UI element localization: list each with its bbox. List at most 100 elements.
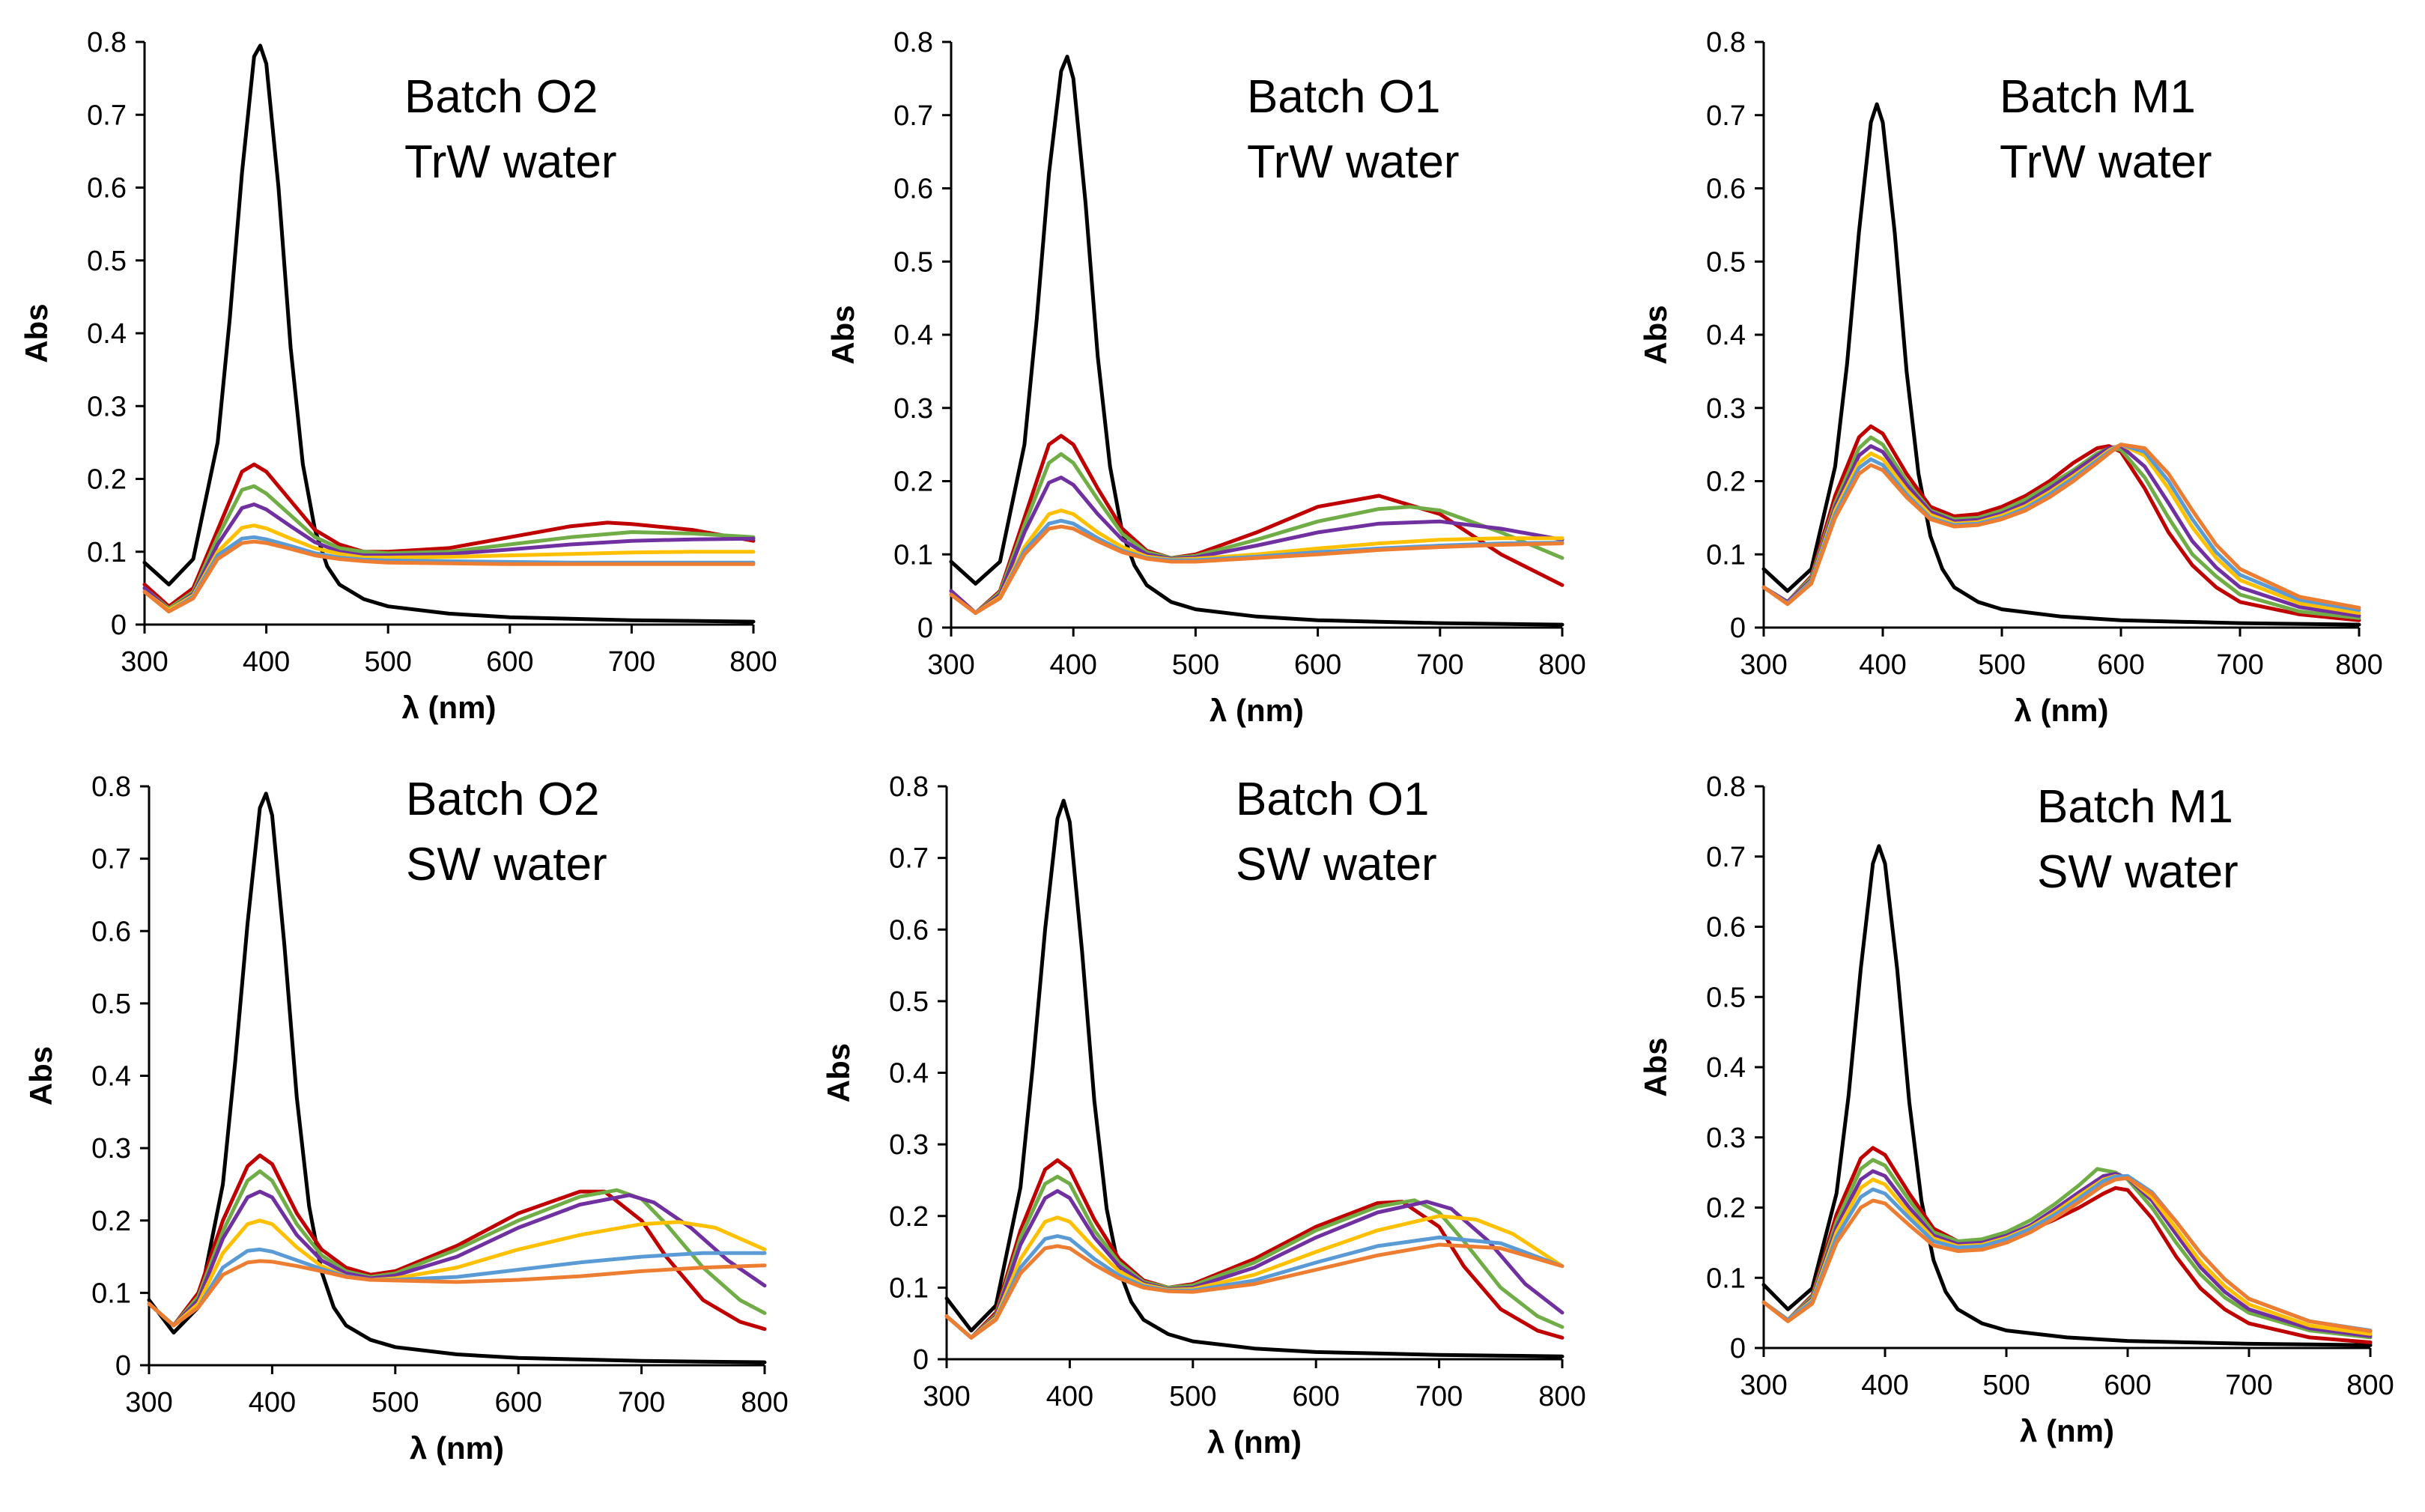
series-line-yellow bbox=[147, 1218, 767, 1328]
y-tick-label: 0.4 bbox=[1706, 1052, 1746, 1084]
x-tick-label: 500 bbox=[364, 646, 411, 678]
x-tick-label: 700 bbox=[2216, 649, 2263, 681]
chart-subtitle: SW water bbox=[1236, 839, 1437, 890]
y-tick-label: 0 bbox=[913, 1344, 929, 1376]
series-line-red bbox=[949, 434, 1564, 615]
series-line-black bbox=[147, 792, 767, 1364]
series-line-orange bbox=[1761, 1176, 2373, 1333]
series-line-red bbox=[142, 462, 756, 609]
y-tick-label: 0 bbox=[111, 610, 127, 641]
y-axis-title: Abs bbox=[1638, 1037, 1673, 1096]
series-line-orange bbox=[1761, 443, 2361, 610]
chart-subtitle: SW water bbox=[2037, 846, 2239, 898]
x-tick-label: 600 bbox=[1292, 1381, 1339, 1412]
y-tick-label: 0.7 bbox=[1706, 842, 1746, 873]
series-line-blue bbox=[1761, 443, 2361, 612]
series-line-green bbox=[1761, 435, 2361, 620]
y-tick-label: 0 bbox=[115, 1350, 131, 1382]
x-tick-label: 300 bbox=[125, 1387, 172, 1418]
chart-panel-4: 0 0.1 0.2 0.3 0.4 0.5 0.6 0.7 0.8 300 400 500 600 700… bbox=[23, 771, 789, 1466]
chart-subtitle: TrW water bbox=[404, 136, 617, 188]
x-tick-label: 600 bbox=[1294, 649, 1341, 681]
series-line-purple bbox=[1761, 444, 2361, 618]
x-tick-label: 400 bbox=[1049, 649, 1096, 681]
y-tick-label: 0.4 bbox=[889, 1058, 929, 1090]
x-axis-title: λ (nm) bbox=[1210, 693, 1304, 728]
x-tick-label: 300 bbox=[1740, 649, 1787, 681]
y-tick-label: 0.5 bbox=[893, 246, 933, 278]
x-tick-label: 800 bbox=[1538, 1381, 1585, 1412]
series-line-purple bbox=[142, 503, 756, 612]
y-tick-label: 0.5 bbox=[91, 989, 131, 1020]
series-line-orange bbox=[142, 539, 756, 613]
chart-title: Batch O1 bbox=[1247, 71, 1440, 123]
x-tick-label: 500 bbox=[1169, 1381, 1216, 1412]
y-tick-label: 0.3 bbox=[893, 393, 933, 425]
y-tick-label: 0.3 bbox=[1706, 393, 1746, 425]
y-tick-label: 0.2 bbox=[889, 1201, 929, 1233]
x-axis-title: λ (nm) bbox=[402, 690, 497, 725]
y-tick-label: 0.7 bbox=[889, 843, 929, 875]
series-line-black bbox=[1761, 102, 2361, 627]
y-tick-label: 0.1 bbox=[889, 1272, 929, 1304]
series-line-green bbox=[147, 1169, 767, 1328]
y-tick-label: 0 bbox=[1730, 1333, 1746, 1364]
x-axis-title: λ (nm) bbox=[1207, 1424, 1302, 1460]
chart-panel-5: 0 0.1 0.2 0.3 0.4 0.5 0.6 0.7 0.8 300 400 500 600 700… bbox=[821, 771, 1586, 1460]
x-tick-label: 700 bbox=[1416, 649, 1463, 681]
x-tick-label: 800 bbox=[2335, 649, 2382, 681]
y-tick-label: 0.4 bbox=[91, 1061, 131, 1093]
series-line-orange bbox=[944, 1242, 1564, 1340]
x-tick-label: 300 bbox=[923, 1381, 970, 1412]
x-tick-label: 500 bbox=[1978, 649, 2025, 681]
x-tick-label: 600 bbox=[494, 1387, 541, 1418]
chart-subtitle: SW water bbox=[406, 839, 607, 890]
y-tick-label: 0.2 bbox=[1706, 467, 1746, 498]
x-tick-label: 800 bbox=[741, 1387, 788, 1418]
series-line-orange bbox=[147, 1259, 767, 1328]
series-line-black bbox=[142, 43, 756, 624]
y-axis-title: Abs bbox=[825, 305, 861, 364]
y-tick-label: 0.6 bbox=[893, 174, 933, 205]
y-tick-label: 0.3 bbox=[87, 391, 127, 422]
y-axis-title: Abs bbox=[19, 303, 54, 362]
y-tick-label: 0.1 bbox=[91, 1278, 131, 1309]
y-tick-label: 0 bbox=[917, 613, 933, 644]
chart-panel-2: 0 0.1 0.2 0.3 0.4 0.5 0.6 0.7 0.8 300 400 500 600 700… bbox=[825, 27, 1586, 728]
x-tick-label: 300 bbox=[121, 646, 168, 678]
x-tick-label: 800 bbox=[729, 646, 777, 678]
y-tick-label: 0.7 bbox=[87, 100, 127, 131]
x-tick-label: 600 bbox=[486, 646, 533, 678]
y-tick-label: 0.4 bbox=[87, 318, 127, 350]
y-tick-label: 0.6 bbox=[1706, 912, 1746, 944]
y-tick-label: 0.2 bbox=[893, 467, 933, 498]
y-tick-label: 0.7 bbox=[1706, 100, 1746, 132]
series-line-blue bbox=[147, 1247, 767, 1328]
series-line-black bbox=[944, 798, 1564, 1358]
x-axis-title: λ (nm) bbox=[2015, 693, 2109, 728]
y-tick-label: 0.4 bbox=[893, 320, 933, 351]
x-tick-label: 400 bbox=[249, 1387, 296, 1418]
series-line-black bbox=[949, 55, 1564, 627]
x-tick-label: 500 bbox=[1172, 649, 1219, 681]
x-tick-label: 600 bbox=[2104, 1370, 2151, 1401]
y-tick-label: 0.5 bbox=[889, 986, 929, 1018]
series-line-black bbox=[1761, 844, 2373, 1347]
y-tick-label: 0.1 bbox=[1706, 1263, 1746, 1294]
y-tick-label: 0.1 bbox=[87, 537, 127, 568]
y-tick-label: 0.6 bbox=[87, 173, 127, 204]
x-tick-label: 700 bbox=[608, 646, 655, 678]
y-tick-label: 0.6 bbox=[1706, 174, 1746, 205]
y-axis-title: Abs bbox=[1638, 305, 1673, 364]
x-tick-label: 300 bbox=[1740, 1370, 1787, 1401]
chart-subtitle: TrW water bbox=[1247, 136, 1460, 188]
y-tick-label: 0.2 bbox=[91, 1206, 131, 1237]
chart-panel-3: 0 0.1 0.2 0.3 0.4 0.5 0.6 0.7 0.8 300 400 500 600 700… bbox=[1638, 27, 2383, 728]
y-tick-label: 0.1 bbox=[893, 539, 933, 571]
x-tick-label: 500 bbox=[371, 1387, 419, 1418]
chart-title: Batch M1 bbox=[2000, 71, 2196, 123]
chart-title: Batch M1 bbox=[2037, 781, 2233, 833]
y-tick-label: 0.7 bbox=[893, 100, 933, 132]
x-tick-label: 700 bbox=[2225, 1370, 2272, 1401]
x-tick-label: 400 bbox=[1046, 1381, 1093, 1412]
